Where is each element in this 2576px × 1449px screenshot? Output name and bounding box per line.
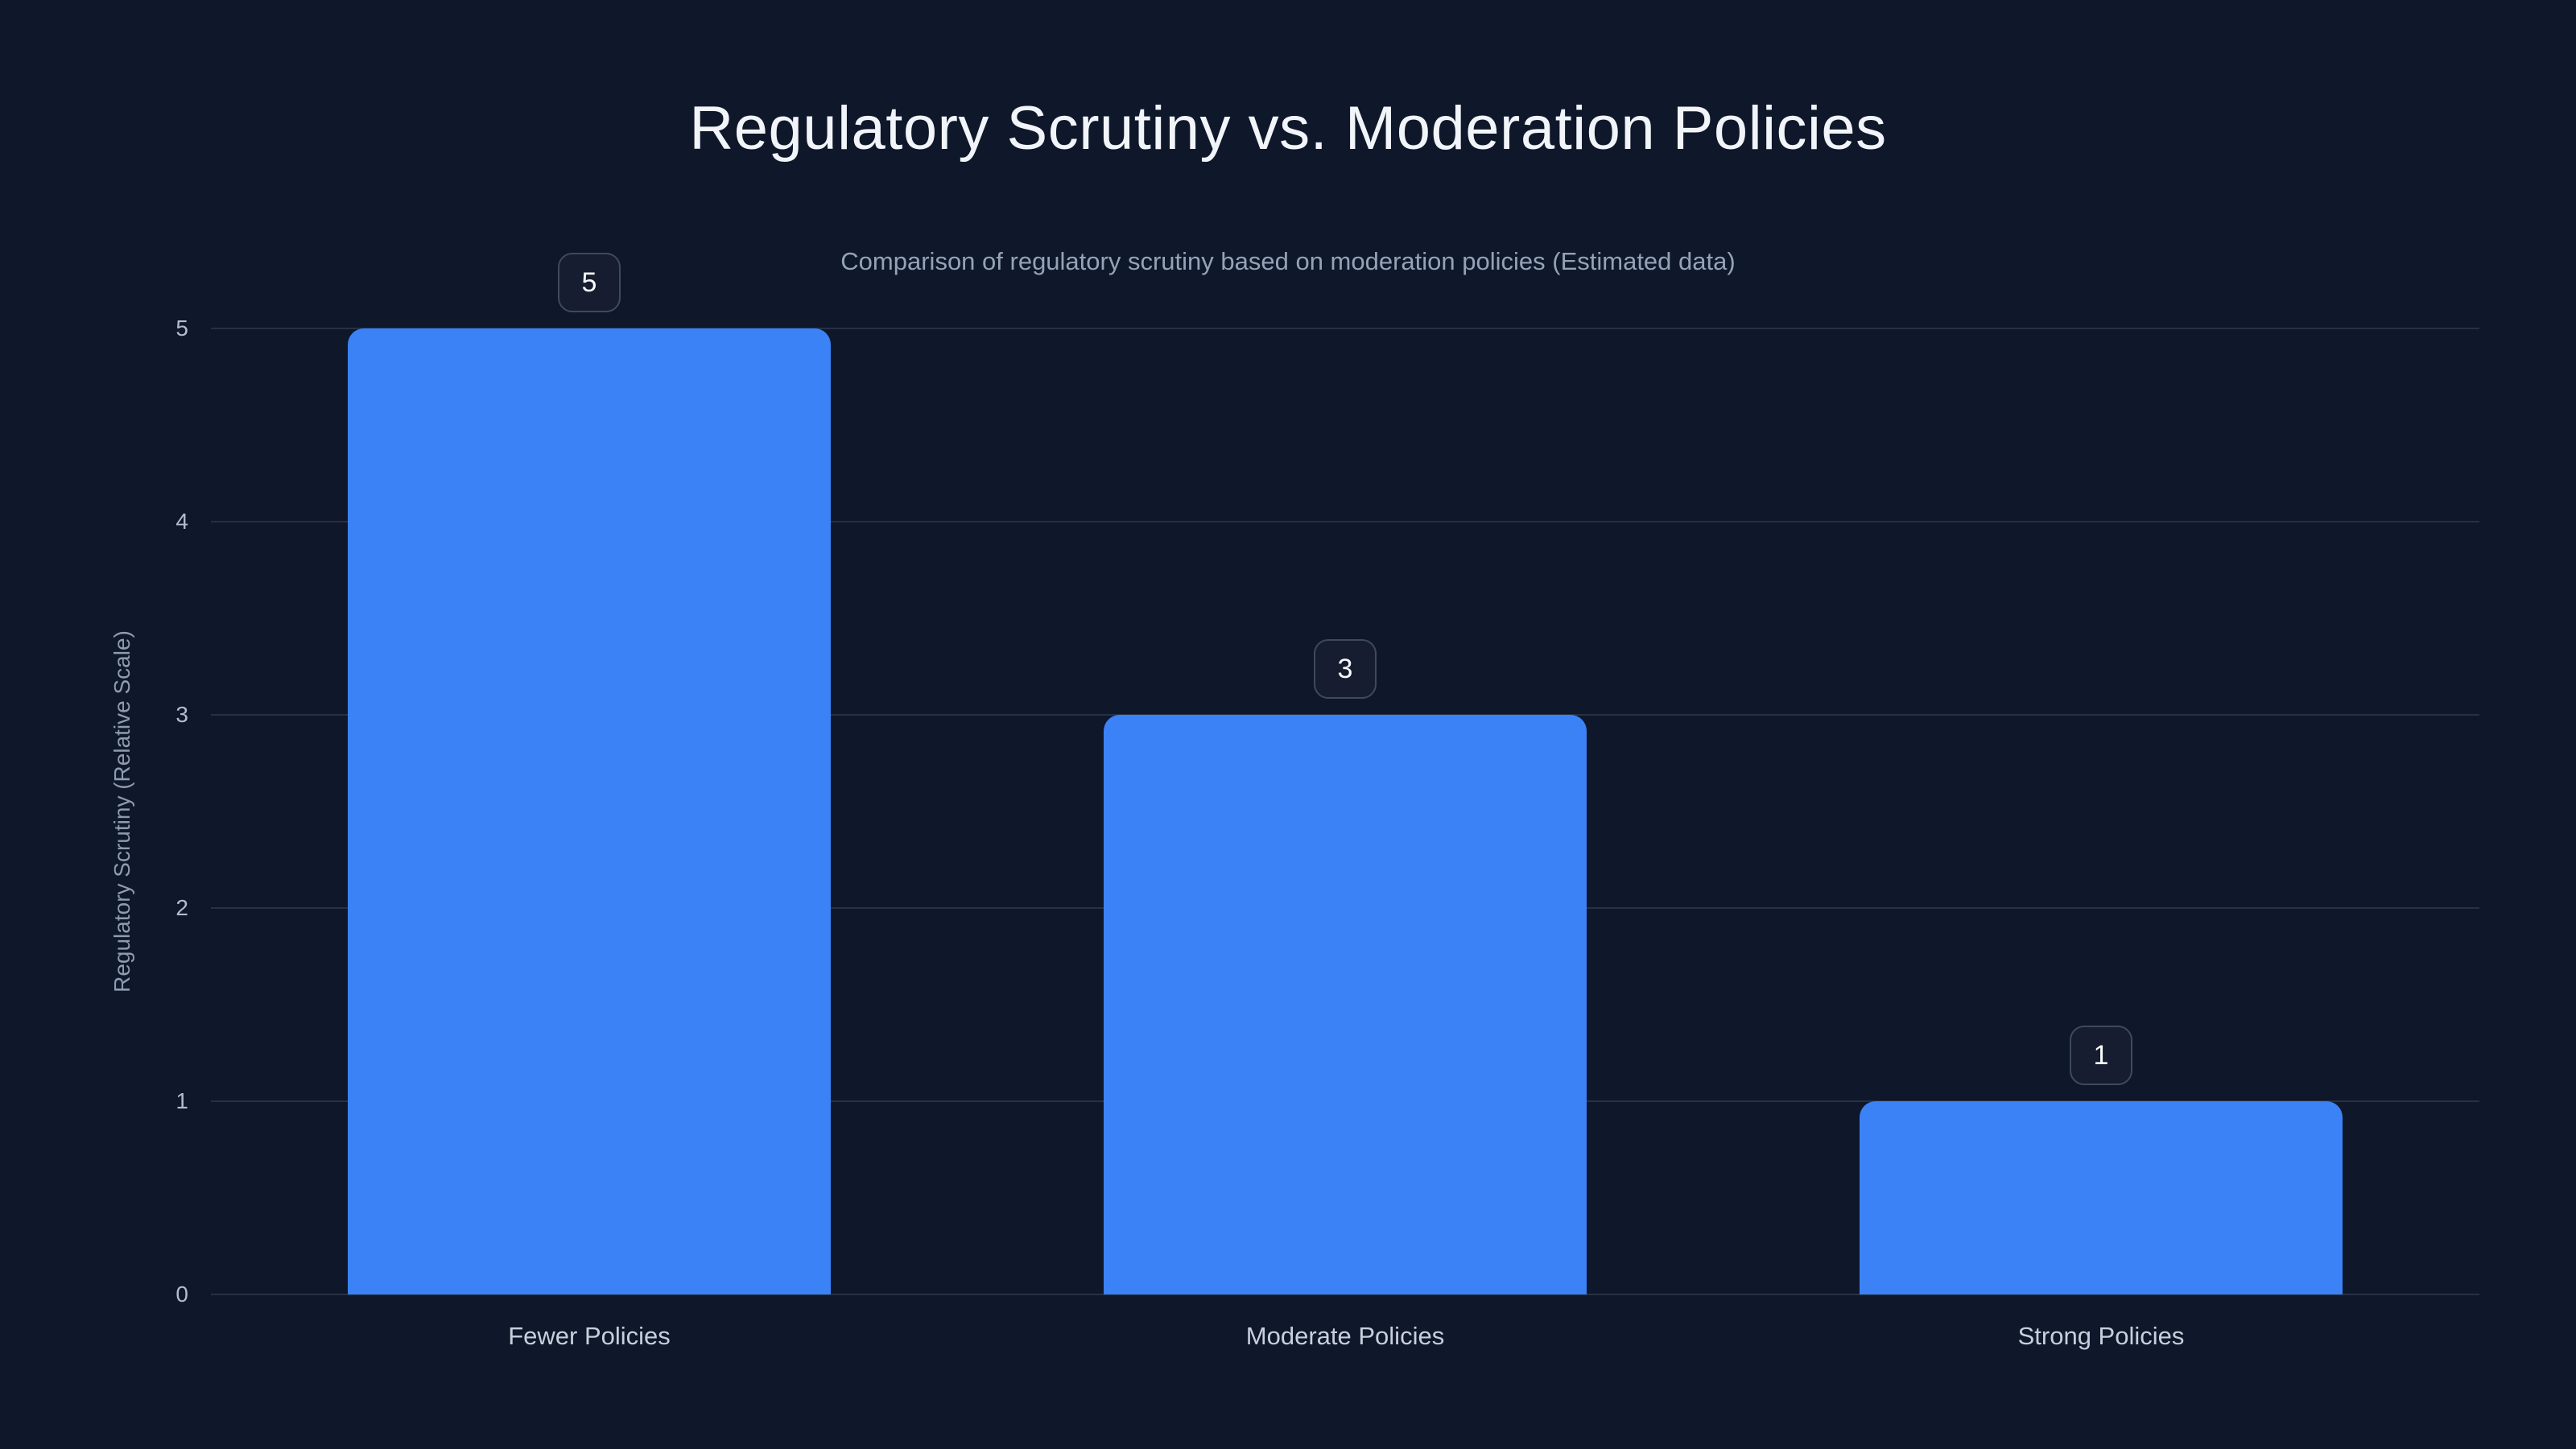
chart-subtitle: Comparison of regulatory scrutiny based … xyxy=(840,247,1736,275)
value-label-moderate-policies: 3 xyxy=(1314,639,1377,699)
bar-strong-policies[interactable] xyxy=(1860,1101,2343,1294)
chart-title: Regulatory Scrutiny vs. Moderation Polic… xyxy=(689,94,1887,163)
bar-moderate-policies[interactable] xyxy=(1104,715,1587,1294)
y-tick-label-4: 4 xyxy=(175,509,188,534)
y-axis-title: Regulatory Scrutiny (Relative Scale) xyxy=(109,630,134,993)
bar-fewer-policies[interactable] xyxy=(348,328,831,1294)
x-category-label-moderate-policies: Moderate Policies xyxy=(1245,1322,1445,1350)
gridline-y-0 xyxy=(211,1294,2479,1295)
y-tick-label-5: 5 xyxy=(175,316,188,341)
x-category-label-fewer-policies: Fewer Policies xyxy=(508,1322,671,1350)
gridline-y-5 xyxy=(211,328,2479,329)
value-label-strong-policies: 1 xyxy=(2070,1026,2132,1085)
value-label-fewer-policies: 5 xyxy=(558,253,621,312)
y-tick-label-2: 2 xyxy=(175,895,188,920)
y-tick-label-3: 3 xyxy=(175,702,188,727)
gridline-y-4 xyxy=(211,521,2479,522)
y-tick-label-0: 0 xyxy=(175,1282,188,1307)
y-tick-label-1: 1 xyxy=(175,1088,188,1113)
x-category-label-strong-policies: Strong Policies xyxy=(2017,1322,2185,1350)
